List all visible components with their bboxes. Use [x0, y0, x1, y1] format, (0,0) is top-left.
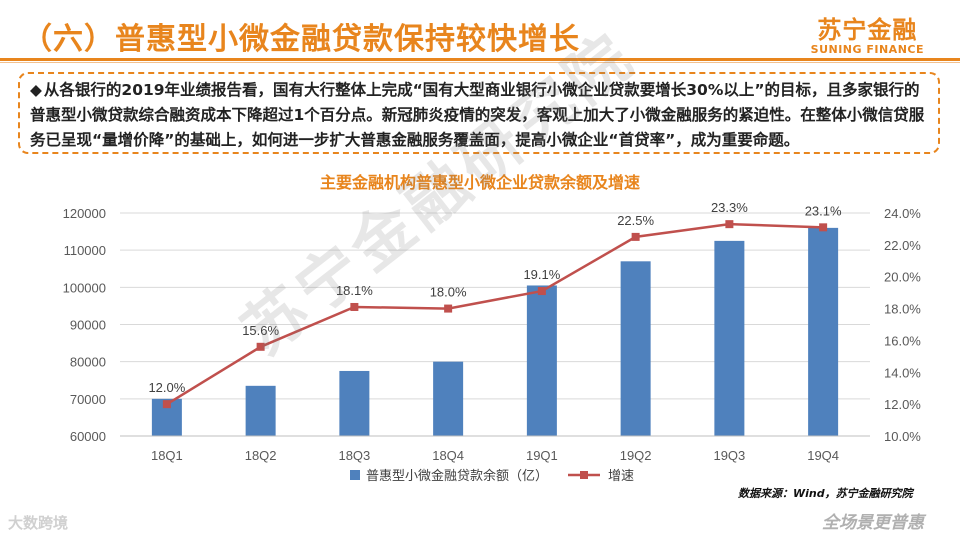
x-tick-label: 18Q2 — [245, 448, 277, 463]
right-tick-label: 18.0% — [884, 302, 921, 317]
bar — [433, 361, 464, 436]
bar — [808, 227, 839, 436]
growth-point — [537, 287, 546, 296]
line-series: 12.0% 15.6% 18.1% 18.0% 19.1% 22.5% 23.3% 23.1% — [148, 200, 842, 409]
bar — [526, 285, 557, 436]
growth-point — [819, 223, 828, 232]
legend-line-marker — [580, 471, 588, 479]
bar — [714, 240, 745, 436]
growth-point — [725, 220, 734, 229]
growth-data-label: 18.0% — [430, 285, 467, 300]
right-tick-label: 20.0% — [884, 270, 921, 285]
left-tick-label: 90000 — [70, 318, 106, 333]
header-divider — [0, 58, 960, 61]
right-tick-label: 10.0% — [884, 429, 921, 444]
x-tick-label: 19Q1 — [526, 448, 558, 463]
right-tick-label: 16.0% — [884, 333, 921, 348]
growth-line — [166, 222, 824, 406]
growth-point — [444, 304, 453, 313]
footer-watermark-left: 大数跨境 — [8, 514, 69, 532]
x-tick-label: 18Q1 — [151, 448, 183, 463]
left-tick-label: 120000 — [63, 206, 106, 221]
growth-data-label: 15.6% — [242, 323, 279, 338]
chart-title: 主要金融机构普惠型小微企业贷款余额及增速 — [320, 173, 640, 192]
x-tick-label: 19Q3 — [713, 448, 745, 463]
x-tick-label: 19Q4 — [807, 448, 839, 463]
bar-series — [151, 227, 839, 436]
bar — [245, 385, 276, 436]
summary-callout: ◆ 从各银行的2019年业绩报告看，国有大行整体上完成“国有大型商业银行小微企业贷… — [18, 72, 940, 154]
summary-text: 从各银行的2019年业绩报告看，国有大行整体上完成“国有大型商业银行小微企业贷款… — [30, 81, 925, 149]
logo-sub-text: SUNING FINANCE — [810, 43, 924, 56]
left-tick-label: 100000 — [63, 280, 106, 295]
source-note: 数据来源：Wind，苏宁金融研究院 — [738, 487, 913, 500]
left-axis: 60000 70000 80000 90000 100000 110000 120000 — [63, 206, 106, 444]
growth-data-label: 22.5% — [617, 213, 654, 228]
growth-point — [350, 302, 359, 311]
brand-logo: 苏宁金融 SUNING FINANCE — [811, 10, 924, 56]
x-axis: 18Q1 18Q2 18Q3 18Q4 19Q1 19Q2 19Q3 19Q4 — [120, 435, 870, 463]
logo-main-text: 苏宁金融 — [817, 16, 918, 44]
growth-data-label: 23.3% — [711, 200, 748, 215]
growth-data-label: 18.1% — [336, 283, 373, 298]
right-tick-label: 12.0% — [884, 397, 921, 412]
growth-point — [256, 342, 265, 351]
right-tick-label: 14.0% — [884, 365, 921, 380]
legend-bar-label: 普惠型小微金融贷款余额（亿） — [366, 468, 548, 483]
left-tick-label: 70000 — [70, 392, 106, 407]
bar — [339, 370, 370, 436]
page-title: （六）普惠型小微金融贷款保持较快增长 — [22, 22, 580, 57]
legend-bar-swatch — [350, 470, 360, 480]
growth-point — [631, 232, 640, 241]
left-tick-label: 80000 — [70, 355, 106, 370]
x-tick-label: 18Q3 — [338, 448, 370, 463]
legend-line-label: 增速 — [608, 468, 634, 483]
right-tick-label: 24.0% — [884, 206, 921, 221]
chart-legend: 普惠型小微金融贷款余额（亿） 增速 — [350, 468, 634, 483]
right-axis: 10.0% 12.0% 14.0% 16.0% 18.0% 20.0% 22.0% 24.0% — [884, 206, 921, 444]
header-divider-thin — [0, 62, 960, 63]
chart-gridlines — [120, 212, 870, 437]
left-tick-label: 60000 — [70, 429, 106, 444]
growth-data-label: 12.0% — [148, 380, 185, 395]
growth-data-label: 23.1% — [805, 203, 842, 218]
right-tick-label: 22.0% — [884, 238, 921, 253]
growth-data-label: 19.1% — [523, 267, 560, 282]
x-tick-label: 19Q2 — [620, 448, 652, 463]
x-tick-label: 18Q4 — [432, 448, 464, 463]
bar — [620, 261, 651, 436]
left-tick-label: 110000 — [64, 243, 106, 258]
diamond-bullet-icon: ◆ — [30, 81, 42, 99]
footer-slogan: 全场景更普惠 — [822, 513, 924, 533]
growth-point — [162, 400, 171, 409]
